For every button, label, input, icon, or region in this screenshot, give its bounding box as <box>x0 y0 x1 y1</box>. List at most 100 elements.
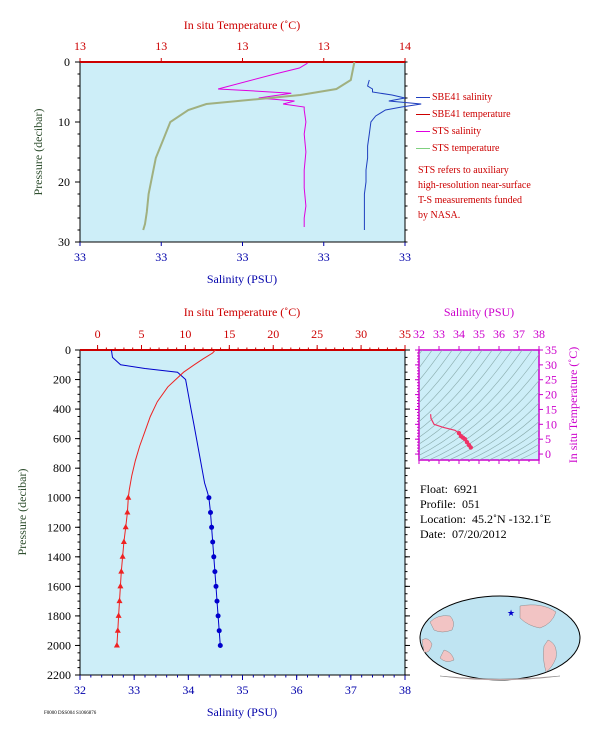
temperature-marker <box>114 627 121 633</box>
series-line-sts-temperature <box>142 61 356 231</box>
temperature-tick-label: 35 <box>399 327 411 341</box>
bottom-pressure-ticks: 0 200 400 600 800 1000 1200 1400 1600 1800 2000 220… <box>47 343 410 682</box>
pressure-tick-label: 0 <box>64 55 70 69</box>
pressure-tick-label: 1800 <box>47 609 71 623</box>
salinity-tick-label: 32 <box>74 683 86 697</box>
temperature-tick-label: 14 <box>399 39 411 53</box>
temperature-tick-label: 30 <box>355 327 367 341</box>
pressure-tick-label: 1000 <box>47 491 71 505</box>
salinity-tick-label: 34 <box>182 683 194 697</box>
salinity-tick-label: 33 <box>237 250 249 264</box>
ts-salinity-tick-label: 35 <box>473 327 485 341</box>
legend-item-sbe41-salinity: SBE41 salinity <box>416 89 511 106</box>
bottom-salinity-ticks: 32 33 34 35 36 37 38 <box>74 675 411 697</box>
ts-temperature-tick-label: 0 <box>545 447 551 461</box>
top-pressure-ticks: 0 10 20 30 <box>58 55 408 249</box>
temperature-marker <box>125 494 132 500</box>
salinity-tick-label: 37 <box>345 683 357 697</box>
ts-density-contour <box>419 350 433 369</box>
temperature-marker <box>113 642 120 648</box>
temperature-tick-label: 5 <box>138 327 144 341</box>
salinity-marker <box>209 524 215 530</box>
ts-density-contour <box>518 449 539 460</box>
top-panel: In situ Temperature (˚C) 13 13 13 13 14 33 33… <box>31 18 422 286</box>
ts-density-contour <box>428 367 539 460</box>
salinity-tick-label: 35 <box>237 683 249 697</box>
ts-temperature-tick-label: 20 <box>545 388 557 402</box>
ts-salinity-tick-label: 34 <box>453 327 465 341</box>
ts-density-contour <box>468 412 539 460</box>
map-landmass-africa <box>421 638 433 653</box>
sts-note: STS refers to auxiliary high-resolution … <box>418 163 588 223</box>
legend-label: SBE41 salinity <box>432 92 493 103</box>
top-plot-area <box>79 61 406 243</box>
pressure-tick-label: 0 <box>65 343 71 357</box>
ts-density-contour <box>419 350 443 381</box>
salinity-tick-label: 33 <box>128 683 140 697</box>
ts-density-contour <box>508 443 539 460</box>
ts-density-contour <box>498 436 539 460</box>
profile-row: Profile: 051 <box>420 497 551 512</box>
salinity-marker <box>216 628 222 634</box>
ts-salinity-tick-label: 33 <box>433 327 445 341</box>
pressure-tick-label: 1600 <box>47 579 71 593</box>
location-map: ★ <box>419 595 581 681</box>
series-line-sbe41-salinity <box>363 79 422 230</box>
series-line-temperature <box>116 349 216 646</box>
legend-item-sts-temperature: STS temperature <box>416 140 511 157</box>
ts-density-contour <box>488 429 539 460</box>
ts-density-contour <box>419 350 493 431</box>
profile-value: 051 <box>462 497 480 511</box>
bottom-plot-area <box>79 349 406 676</box>
temperature-marker <box>122 523 129 530</box>
temperature-marker <box>115 612 122 618</box>
temperature-tick-label: 13 <box>318 39 330 53</box>
ts-density-contour <box>438 379 539 460</box>
pressure-tick-label: 1400 <box>47 550 71 564</box>
temperature-marker <box>117 582 124 589</box>
salinity-tick-label: 33 <box>399 250 411 264</box>
date-value: 07/20/2012 <box>452 527 507 541</box>
pressure-tick-label: 800 <box>53 461 71 475</box>
temperature-tick-label: 13 <box>237 39 249 53</box>
ts-density-contours <box>419 350 539 460</box>
map-landmass-north-america <box>519 604 557 629</box>
ts-density-contour <box>419 350 523 451</box>
ts-density-contour <box>448 391 539 460</box>
ts-salinity-axis-label: Salinity (PSU) <box>444 305 514 319</box>
date-label: Date: <box>420 527 446 541</box>
note-line: STS refers to auxiliary <box>418 165 509 176</box>
legend-label: STS salinity <box>432 126 482 137</box>
float-info: Float: 6921 Profile: 051 Location: 45.2˚… <box>420 482 551 542</box>
top-temperature-ticks: 13 13 13 13 14 <box>74 39 411 62</box>
temperature-marker <box>118 568 125 574</box>
salinity-tick-label: 33 <box>74 250 86 264</box>
salinity-tick-label: 38 <box>399 683 411 697</box>
ts-temperature-tick-label: 5 <box>545 432 551 446</box>
ts-salinity-tick-label: 32 <box>413 327 425 341</box>
salinity-marker <box>211 554 217 560</box>
top-salinity-ticks: 33 33 33 33 33 <box>74 242 411 264</box>
temperature-marker <box>119 553 126 559</box>
map-landmass-south-america <box>543 639 557 673</box>
salinity-tick-label: 36 <box>291 683 303 697</box>
top-pressure-axis-label: Pressure (decibar) <box>31 109 45 196</box>
pressure-tick-label: 2200 <box>47 668 71 682</box>
ts-density-contour <box>419 350 463 404</box>
temperature-tick-label: 25 <box>311 327 323 341</box>
temperature-tick-label: 0 <box>95 327 101 341</box>
footer-code: F0000 DSS004 S1066876 <box>44 711 97 716</box>
bottom-series-group <box>110 349 223 648</box>
temperature-tick-label: 13 <box>155 39 167 53</box>
salinity-marker <box>214 598 220 604</box>
salinity-marker <box>206 495 212 501</box>
ts-marker <box>468 445 473 450</box>
bottom-salinity-axis-label: Salinity (PSU) <box>207 705 277 719</box>
ts-temperature-tick-label: 35 <box>545 343 557 357</box>
ts-temperature-tick-label: 25 <box>545 373 557 387</box>
note-line: T-S measurements funded <box>418 195 523 206</box>
bottom-temperature-ticks: 0 5 10 15 20 25 30 35 <box>95 327 411 350</box>
ts-density-contour <box>419 350 533 456</box>
